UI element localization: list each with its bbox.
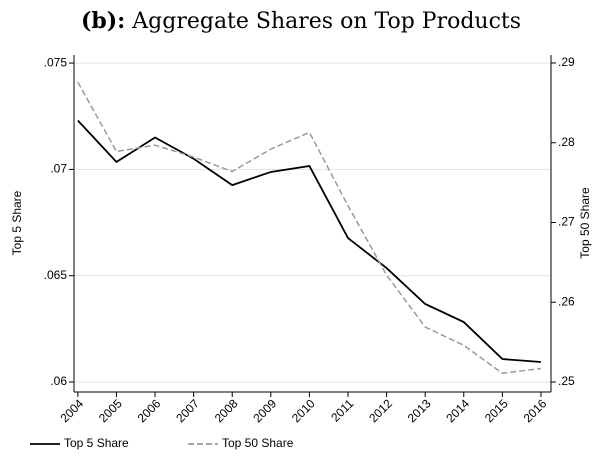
y-axis-label: Top 5 Share: [10, 190, 24, 255]
x-tick-label: 2005: [96, 396, 125, 425]
y2-tick-label: .25: [558, 374, 575, 388]
x-tick-label: 2016: [521, 396, 550, 425]
x-tick-label: 2009: [250, 396, 279, 425]
x-tick-label: 2014: [443, 396, 472, 425]
y2-tick-label: .28: [558, 135, 575, 149]
panel-label: (b):: [81, 8, 125, 34]
x-tick-label: 2006: [135, 396, 164, 425]
chart-title-group: (b): Aggregate Shares on Top Products: [81, 8, 521, 34]
x-tick-label: 2011: [328, 396, 356, 424]
x-tick-label: 2013: [405, 396, 434, 425]
x-tick-label: 2004: [57, 396, 86, 425]
x-tick-label: 2008: [212, 396, 241, 425]
y-tick-label: .065: [44, 268, 68, 282]
chart-title: Aggregate Shares on Top Products: [131, 9, 521, 34]
series-line: [77, 81, 542, 375]
x-tick-label: 2015: [482, 396, 511, 425]
series-line: [77, 119, 542, 363]
y2-axis-label: Top 50 Share: [578, 187, 592, 259]
x-tick-label: 2010: [289, 396, 318, 425]
y-tick-label: .07: [50, 162, 67, 176]
y-tick-label: .06: [50, 374, 67, 388]
y2-tick-label: .27: [558, 215, 575, 229]
legend-label: Top 50 Share: [222, 436, 294, 450]
y2-tick-label: .29: [558, 55, 575, 69]
legend-label: Top 5 Share: [64, 436, 129, 450]
y2-tick-label: .26: [558, 294, 575, 308]
x-tick-label: 2007: [173, 396, 202, 425]
y-tick-label: .075: [44, 55, 68, 69]
x-tick-label: 2012: [366, 396, 395, 425]
